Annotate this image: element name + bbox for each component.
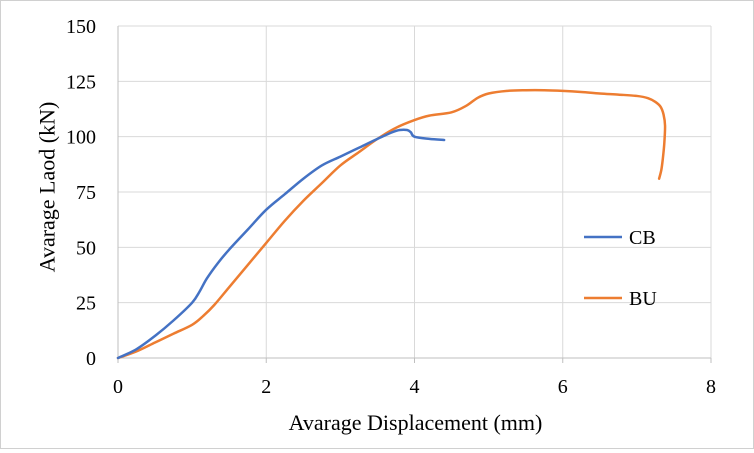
y-tick-labels: 0 25 50 75 100 125 150 bbox=[66, 16, 96, 370]
y-tick-label: 25 bbox=[76, 293, 96, 315]
x-tick-label: 6 bbox=[558, 376, 568, 398]
y-tick-label: 75 bbox=[76, 182, 96, 204]
x-tick-label: 8 bbox=[706, 376, 716, 398]
x-axis-title: Avarage Displacement (mm) bbox=[289, 410, 543, 435]
series-line-cb bbox=[116, 128, 446, 360]
y-tick-label: 0 bbox=[86, 348, 96, 370]
gridlines bbox=[118, 25, 712, 358]
legend-label-cb: CB bbox=[629, 227, 656, 249]
y-axis-title: Avarage Laod (kN) bbox=[35, 102, 60, 273]
legend-label-bu: BU bbox=[629, 288, 657, 310]
x-tick-label: 0 bbox=[113, 376, 123, 398]
y-tick-label: 100 bbox=[66, 127, 96, 149]
y-tick-label: 50 bbox=[76, 237, 96, 259]
series-line-bu bbox=[116, 88, 667, 360]
x-tick-labels: 0 2 4 6 8 bbox=[113, 376, 716, 398]
legend: CB BU bbox=[584, 227, 657, 310]
y-tick-label: 150 bbox=[66, 16, 96, 38]
series-lines bbox=[116, 88, 667, 360]
y-tick-label: 125 bbox=[66, 71, 96, 93]
x-tick-label: 4 bbox=[410, 376, 420, 398]
axes bbox=[117, 26, 712, 363]
x-tick-label: 2 bbox=[261, 376, 271, 398]
